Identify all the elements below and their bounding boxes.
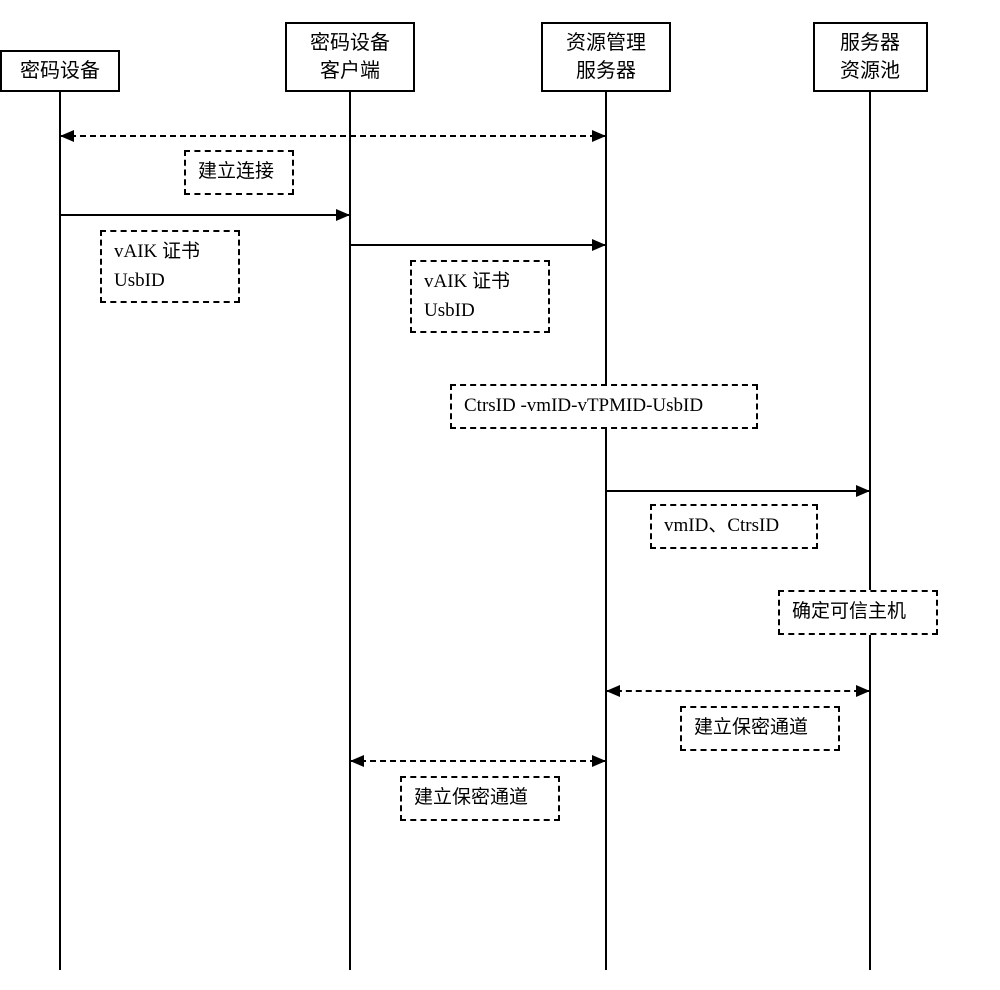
participant-resource-mgmt-server: 资源管理 服务器 xyxy=(541,22,671,92)
label-vaik-usbid-1: vAIK 证书 UsbID xyxy=(100,230,240,303)
label-vaik-usbid-2: vAIK 证书 UsbID xyxy=(410,260,550,333)
label-determine-trusted-host: 确定可信主机 xyxy=(778,590,938,635)
participant-server-resource-pool: 服务器 资源池 xyxy=(813,22,928,92)
label-secure-channel-2: 建立保密通道 xyxy=(400,776,560,821)
label-vmid-ctrsid: vmID、CtrsID xyxy=(650,504,818,549)
label-secure-channel-1: 建立保密通道 xyxy=(680,706,840,751)
participant-password-device-client: 密码设备 客户端 xyxy=(285,22,415,92)
label-establish-connection: 建立连接 xyxy=(184,150,294,195)
lifeline-resource-mgmt-server xyxy=(605,92,607,970)
lifeline-password-device-client xyxy=(349,92,351,970)
label-ctrsid-vmid-vtpmid-usbid: CtrsID -vmID-vTPMID-UsbID xyxy=(450,384,758,429)
lifeline-server-resource-pool xyxy=(869,92,871,970)
lifeline-password-device xyxy=(59,92,61,970)
participant-password-device: 密码设备 xyxy=(0,50,120,92)
